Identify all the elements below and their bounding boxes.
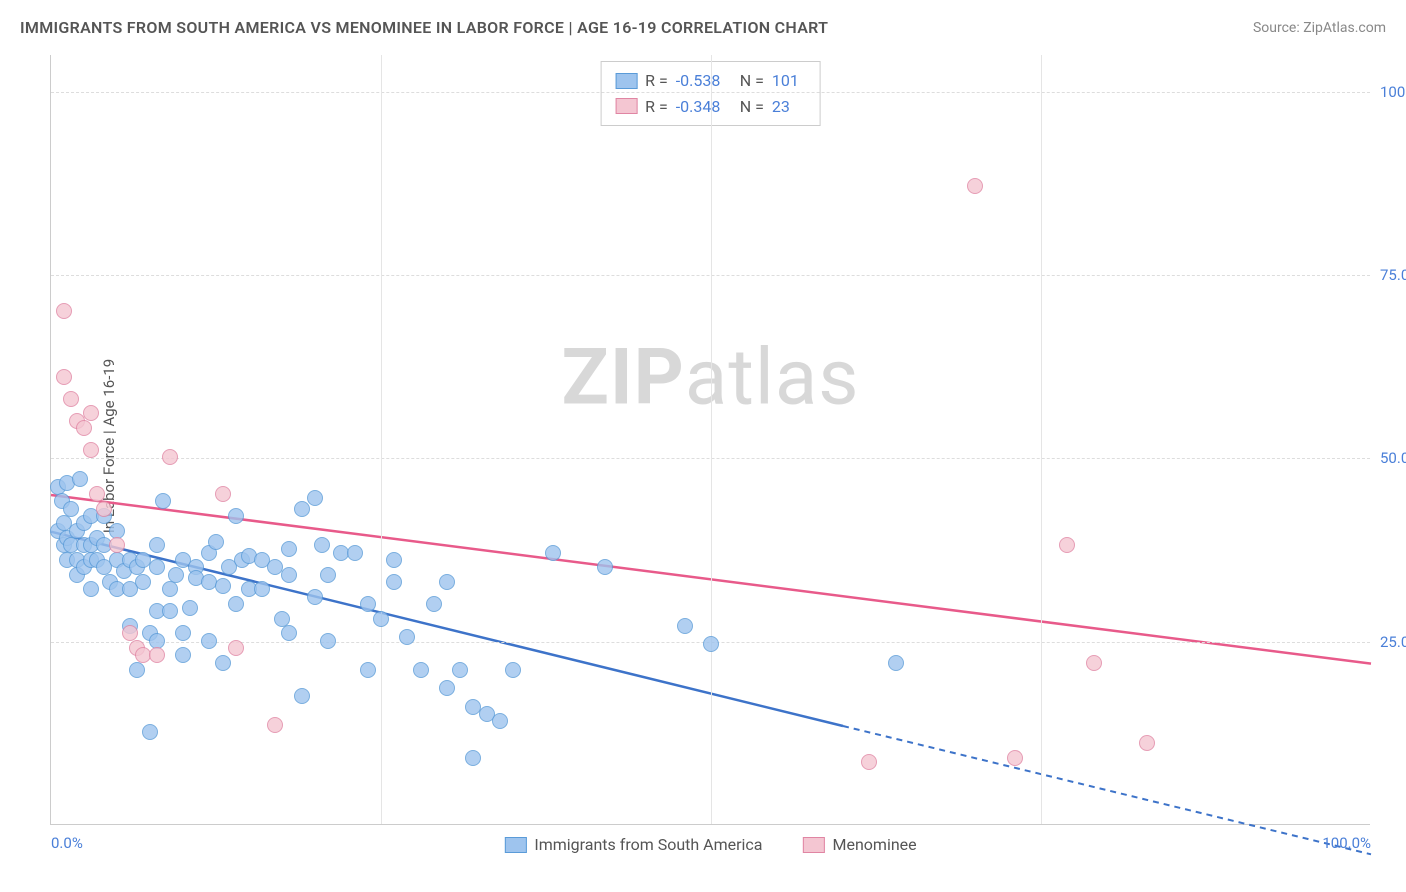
scatter-point xyxy=(465,750,481,766)
scatter-point xyxy=(399,629,415,645)
scatter-point xyxy=(228,640,244,656)
scatter-point xyxy=(1086,655,1102,671)
scatter-point xyxy=(109,537,125,553)
legend-label: Menominee xyxy=(833,835,917,854)
scatter-point xyxy=(1139,735,1155,751)
legend-item: Menominee xyxy=(803,835,917,854)
scatter-point xyxy=(281,541,297,557)
scatter-point xyxy=(182,600,198,616)
scatter-point xyxy=(281,625,297,641)
scatter-point xyxy=(360,662,376,678)
scatter-point xyxy=(267,717,283,733)
scatter-point xyxy=(109,523,125,539)
legend-item: Immigrants from South America xyxy=(504,835,762,854)
scatter-point xyxy=(347,545,363,561)
scatter-point xyxy=(162,581,178,597)
scatter-point xyxy=(439,574,455,590)
scatter-point xyxy=(294,688,310,704)
scatter-point xyxy=(320,567,336,583)
scatter-point xyxy=(63,391,79,407)
scatter-point xyxy=(83,581,99,597)
scatter-point xyxy=(96,501,112,517)
scatter-point xyxy=(149,537,165,553)
scatter-point xyxy=(201,633,217,649)
scatter-point xyxy=(254,581,270,597)
scatter-point xyxy=(373,611,389,627)
scatter-point xyxy=(208,534,224,550)
source-label: Source: ZipAtlas.com xyxy=(1253,20,1386,36)
scatter-point xyxy=(294,501,310,517)
scatter-point xyxy=(1059,537,1075,553)
scatter-point xyxy=(492,713,508,729)
x-tick-label: 0.0% xyxy=(51,834,83,852)
scatter-point xyxy=(307,490,323,506)
scatter-point xyxy=(228,596,244,612)
scatter-point xyxy=(677,618,693,634)
scatter-point xyxy=(56,303,72,319)
scatter-point xyxy=(215,486,231,502)
scatter-point xyxy=(72,471,88,487)
scatter-point xyxy=(1007,750,1023,766)
scatter-point xyxy=(175,625,191,641)
legend-swatch xyxy=(504,837,526,853)
scatter-point xyxy=(149,559,165,575)
scatter-point xyxy=(56,369,72,385)
scatter-point xyxy=(83,405,99,421)
scatter-point xyxy=(129,662,145,678)
trend-line-dashed xyxy=(843,726,1371,854)
scatter-point xyxy=(967,178,983,194)
scatter-point xyxy=(426,596,442,612)
scatter-point xyxy=(320,633,336,649)
series-legend: Immigrants from South America Menominee xyxy=(504,835,916,854)
gridline-v xyxy=(711,55,712,824)
scatter-point xyxy=(122,625,138,641)
scatter-point xyxy=(861,754,877,770)
scatter-point xyxy=(215,655,231,671)
scatter-point xyxy=(360,596,376,612)
scatter-chart: ZIPatlas R =-0.538N =101R =-0.348N =23 I… xyxy=(50,55,1370,825)
gridline-v xyxy=(1041,55,1042,824)
scatter-point xyxy=(215,578,231,594)
scatter-point xyxy=(162,603,178,619)
scatter-point xyxy=(149,633,165,649)
scatter-point xyxy=(386,552,402,568)
scatter-point xyxy=(274,611,290,627)
scatter-point xyxy=(386,574,402,590)
scatter-point xyxy=(155,493,171,509)
scatter-point xyxy=(76,420,92,436)
scatter-point xyxy=(228,508,244,524)
chart-title: IMMIGRANTS FROM SOUTH AMERICA VS MENOMIN… xyxy=(20,18,828,37)
y-tick-label: 100.0% xyxy=(1380,83,1406,101)
legend-label: Immigrants from South America xyxy=(534,835,762,854)
scatter-point xyxy=(545,545,561,561)
scatter-point xyxy=(168,567,184,583)
y-tick-label: 50.0% xyxy=(1380,449,1406,467)
scatter-point xyxy=(307,589,323,605)
scatter-point xyxy=(703,636,719,652)
y-tick-label: 25.0% xyxy=(1380,633,1406,651)
gridline-v xyxy=(381,55,382,824)
scatter-point xyxy=(597,559,613,575)
scatter-point xyxy=(149,647,165,663)
scatter-point xyxy=(63,501,79,517)
scatter-point xyxy=(175,647,191,663)
scatter-point xyxy=(505,662,521,678)
scatter-point xyxy=(83,442,99,458)
scatter-point xyxy=(142,724,158,740)
scatter-point xyxy=(314,537,330,553)
trend-line xyxy=(51,532,843,726)
scatter-point xyxy=(452,662,468,678)
scatter-point xyxy=(135,574,151,590)
y-tick-label: 75.0% xyxy=(1380,266,1406,284)
scatter-point xyxy=(888,655,904,671)
scatter-point xyxy=(413,662,429,678)
scatter-point xyxy=(281,567,297,583)
scatter-point xyxy=(162,449,178,465)
legend-swatch xyxy=(803,837,825,853)
x-tick-label: 100.0% xyxy=(1322,834,1371,852)
scatter-point xyxy=(89,486,105,502)
scatter-point xyxy=(439,680,455,696)
